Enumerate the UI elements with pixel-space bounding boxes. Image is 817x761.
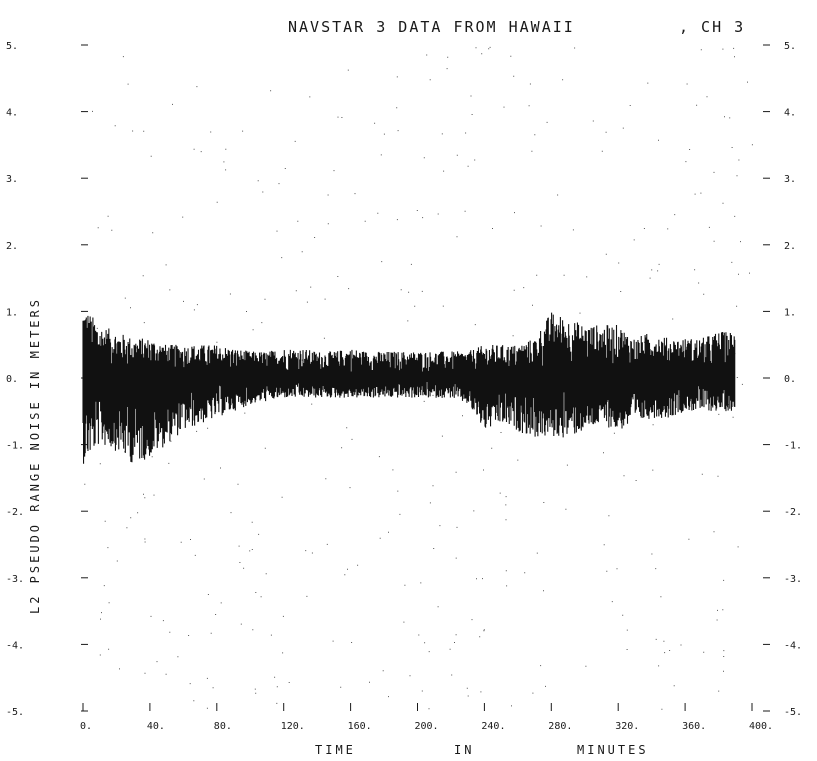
y-tick-label-right: -3. [784, 574, 802, 585]
x-tick-label: 0. [80, 721, 92, 732]
x-tick-label: 200. [415, 721, 439, 732]
x-tick-label: 40. [147, 721, 165, 732]
y-tick-label-right: 0. [784, 374, 796, 385]
x-ticks: 0. 40. 80. 120. 160. 200. 240. 280. 320. 360. 400. [80, 703, 773, 732]
y-tick-label-right: -4. [784, 640, 802, 651]
chart-channel: , CH 3 [679, 18, 745, 36]
x-tick-label: 80. [214, 721, 232, 732]
y-tick-label-left: 1. [6, 307, 18, 318]
y-tick-label-left: -1. [6, 441, 24, 452]
y-tick-label-right: -2. [784, 507, 802, 518]
x-axis-label-in: IN [454, 743, 474, 757]
x-axis-label: TIME IN MINUTES [315, 743, 649, 757]
y-ticks-left: 5. 4. 3. 2. 1. 0. -1. -2. -3. -4. -5. [6, 41, 88, 718]
noise-trace [82, 312, 736, 464]
y-tick-label-left: -5. [6, 707, 24, 718]
y-tick-label-right: -1. [784, 441, 802, 452]
x-axis-label-minutes: MINUTES [577, 743, 649, 757]
y-tick-label-right: 1. [784, 307, 796, 318]
y-tick-label-left: -3. [6, 574, 24, 585]
x-tick-label: 240. [481, 721, 505, 732]
x-tick-label: 120. [281, 721, 305, 732]
y-tick-label-left: 0. [6, 374, 18, 385]
y-tick-label-left: -4. [6, 640, 24, 651]
y-tick-label-right: -5. [784, 707, 802, 718]
y-tick-label-left: 4. [6, 108, 18, 119]
y-tick-label-right: 3. [784, 174, 796, 185]
x-tick-label: 160. [348, 721, 372, 732]
y-tick-label-right: 5. [784, 41, 796, 52]
y-ticks-right: 5. 4. 3. 2. 1. 0. -1. -2. -3. -4. -5. [763, 41, 802, 718]
y-tick-label-left: -2. [6, 507, 24, 518]
x-tick-label: 400. [749, 721, 773, 732]
y-tick-label-left: 3. [6, 174, 18, 185]
y-tick-label-left: 5. [6, 41, 18, 52]
y-tick-label-right: 2. [784, 241, 796, 252]
x-tick-label: 360. [682, 721, 706, 732]
y-tick-label-right: 4. [784, 108, 796, 119]
x-axis-label-time: TIME [315, 743, 356, 757]
series-layer [82, 312, 736, 464]
chart-title: NAVSTAR 3 DATA FROM HAWAII [288, 18, 575, 36]
y-axis-label: L2 PSEUDO RANGE NOISE IN METERS [28, 297, 42, 614]
title-group: NAVSTAR 3 DATA FROM HAWAII , CH 3 [288, 18, 745, 36]
x-tick-label: 280. [548, 721, 572, 732]
y-tick-label-left: 2. [6, 241, 18, 252]
x-tick-label: 320. [615, 721, 639, 732]
